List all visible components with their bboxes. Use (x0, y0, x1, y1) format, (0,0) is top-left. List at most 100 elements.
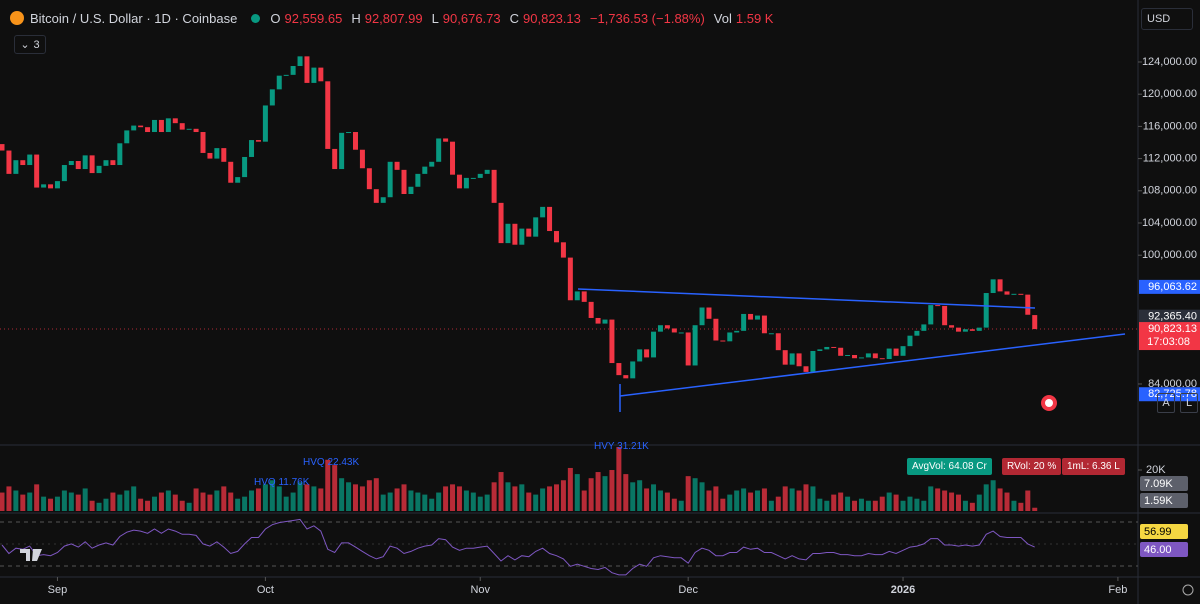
volume-bar (401, 484, 407, 511)
candle-body (318, 67, 324, 82)
volume-bar (13, 490, 19, 511)
candle-body (470, 177, 476, 179)
candle-body (734, 330, 740, 333)
volume-bar (207, 494, 213, 511)
candle-body (20, 160, 26, 166)
volume-bar (422, 494, 428, 511)
volume-bar (1018, 502, 1024, 511)
candle-body (741, 313, 747, 331)
volume-bar (886, 492, 892, 511)
price-badge (1139, 279, 1200, 294)
candle-body (955, 327, 961, 332)
rsi-ma-badge: 56.99 (1140, 524, 1188, 539)
candle-body (61, 165, 67, 182)
volume-bar (831, 494, 837, 511)
candle-body (311, 67, 317, 83)
volume-badge: 1.59K (1140, 493, 1188, 508)
price-badge-label: 90,823.13 (1148, 323, 1197, 335)
candle-body (928, 305, 934, 325)
volume-bar (117, 494, 123, 511)
volume-bar (214, 490, 220, 511)
candle-body (456, 174, 462, 189)
price-badge-label: 82,725.78 (1148, 388, 1197, 400)
y-tick-label: 104,000.00 (1142, 217, 1197, 229)
y-tick-label: 100,000.00 (1142, 249, 1197, 261)
volume-bar (269, 480, 275, 511)
volume-bar (914, 498, 920, 511)
volume-bar (699, 482, 705, 511)
candle-body (325, 81, 331, 149)
candle-body (803, 366, 809, 372)
volume-bar (810, 486, 816, 511)
volume-bar (103, 498, 109, 511)
candle-body (817, 349, 823, 351)
volume-bar (644, 488, 650, 511)
candle-body (962, 329, 968, 332)
candle-body (644, 349, 650, 358)
candle-body (491, 169, 497, 203)
candle-body (761, 315, 767, 334)
candle-body (235, 177, 241, 183)
volume-bar (754, 490, 760, 511)
volume-bar (1025, 490, 1031, 511)
volume-bar (221, 486, 227, 511)
volume-bar (20, 494, 26, 511)
auto-button[interactable]: A (1157, 393, 1175, 413)
candle-body (907, 335, 913, 347)
avg-volume: AvgVol: 64.08 Cr (907, 458, 992, 475)
candle-body (997, 279, 1003, 292)
candle-body (346, 132, 352, 134)
volume-bar (907, 496, 913, 511)
settings-icon[interactable] (1182, 584, 1194, 596)
volume-bar (616, 447, 622, 511)
candle-body (526, 228, 532, 237)
candle-body (748, 313, 754, 320)
volume-tick-label: 20K (1146, 464, 1166, 476)
volume-bar (276, 486, 282, 511)
x-tick-label: Sep (48, 584, 68, 596)
candle-body (602, 319, 608, 324)
value: 90,676.73 (442, 10, 501, 26)
candle-body (754, 315, 760, 320)
candle-body (332, 148, 338, 170)
currency[interactable]: USD (1141, 8, 1193, 30)
candle-body (68, 160, 74, 166)
volume-bar (713, 486, 719, 511)
volume-bar (803, 484, 809, 511)
volume-bar (463, 490, 469, 511)
candle-body (775, 333, 781, 351)
x-tick-label: Dec (678, 584, 698, 596)
volume-bar (96, 502, 102, 511)
volume-bar (997, 488, 1003, 511)
candle-body (436, 138, 442, 162)
volume-bar (560, 480, 566, 511)
log-button[interactable]: L (1180, 393, 1198, 413)
volume-bar (158, 492, 164, 511)
volume-bar (969, 502, 975, 511)
candle-body (623, 375, 629, 379)
volume-bar (949, 492, 955, 511)
volume-bar (768, 500, 774, 511)
volume-bar (249, 490, 255, 511)
volume-bar (193, 488, 199, 511)
volume-bar (651, 484, 657, 511)
candle-body (13, 160, 19, 174)
candle-body (1018, 293, 1024, 295)
candle-body (422, 166, 428, 174)
candle-body (720, 340, 726, 342)
candle-body (935, 305, 941, 307)
volume-bar (27, 492, 33, 511)
x-tick-label: Feb (1108, 584, 1127, 596)
candle-body (151, 119, 157, 133)
volume-bar (1011, 500, 1017, 511)
volume-bar (0, 492, 5, 511)
volume-bar (75, 494, 81, 511)
indicator-toggle[interactable]: ⌄ 3 (14, 35, 46, 54)
candle-body (477, 173, 483, 178)
candle-body (394, 161, 400, 170)
volume-bar (657, 490, 663, 511)
label: O (270, 10, 281, 26)
volume-bar (318, 488, 324, 511)
volume-bar (664, 492, 670, 511)
candle-body (581, 291, 587, 302)
